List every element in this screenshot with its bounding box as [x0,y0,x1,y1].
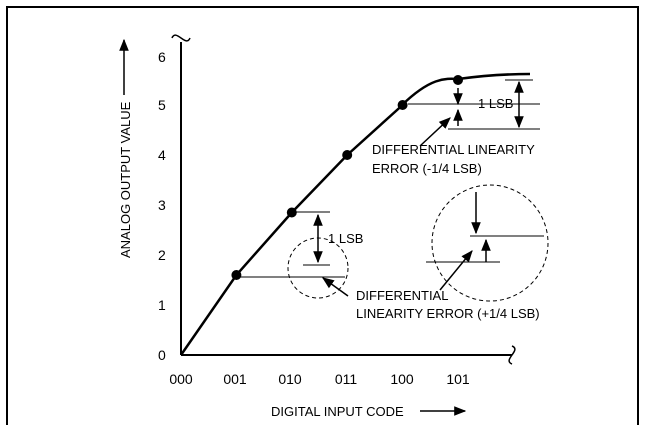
upper-lsb-label: 1 LSB [478,96,513,111]
x-tick-label: 011 [335,371,358,387]
data-point [231,270,242,280]
figure-frame [6,6,639,425]
lower-detail-circle [287,237,349,299]
magnified-detail-circle [431,184,549,302]
x-tick-label: 010 [278,371,302,387]
dle-positive-pointer-right [439,250,473,291]
y-tick-label: 0 [158,347,166,363]
lower-lsb-label: 1 LSB [328,231,363,246]
dle-positive-label-2: LINEARITY ERROR (+1/4 LSB) [356,306,540,321]
dle-negative-label-1: DIFFERENTIAL LINEARITY [372,142,535,157]
dle-positive-label-1: DIFFERENTIAL [356,288,448,303]
x-tick-label: 000 [169,371,193,387]
y-tick-label: 5 [158,97,166,113]
y-tick-labels: 0 1 2 3 4 5 6 [158,49,166,363]
data-point [453,75,463,85]
x-axis-title: DIGITAL INPUT CODE [271,404,404,419]
dle-negative-label-2: ERROR (-1/4 LSB) [372,161,482,176]
data-point [342,150,353,160]
dle-positive-pointer-left [322,277,349,297]
x-tick-label: 101 [446,371,470,387]
x-tick-label: 100 [390,371,414,387]
y-tick-label: 6 [158,49,166,65]
y-tick-label: 4 [158,147,166,163]
data-points [231,75,463,280]
y-tick-label: 2 [158,247,166,263]
y-tick-label: 1 [158,297,166,313]
x-tick-label: 001 [223,371,247,387]
y-axis-title: ANALOG OUTPUT VALUE [118,101,133,258]
y-axis-break [171,34,191,42]
dle-negative-pointer [419,117,451,147]
data-point [397,100,408,110]
x-axis-break [508,345,516,365]
y-tick-label: 3 [158,197,166,213]
x-tick-labels: 000 001 010 011 100 101 [169,371,470,387]
